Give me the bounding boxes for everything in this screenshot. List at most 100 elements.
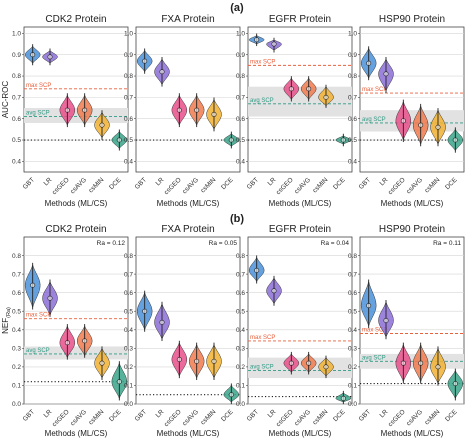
plot-area [23,236,129,405]
y-tick-label: 0.7 [124,95,133,102]
median-point-LR [383,71,389,77]
plot-area [247,236,353,405]
plot-area [359,26,465,173]
max-scp-label: max SCP [362,87,387,93]
x-tick-label: LR [43,176,54,187]
median-point-csAVG [194,107,200,113]
x-tick-label: DCE [108,176,123,191]
y-tick-label: 0.4 [124,159,133,166]
median-point-DCE [228,137,234,143]
max-scp-label: max SCP [250,335,275,341]
avg-scp-label: avg SCP [26,348,50,354]
y-tick-label: 0.7 [236,95,245,102]
y-tick-label: 0.5 [12,308,21,315]
y-tick-label: 0.7 [124,271,133,278]
chart-title: FXA Protein [161,224,214,235]
x-axis-label: Methods (ML/CS) [269,199,332,208]
x-tick-label: csMIN [87,176,105,194]
y-tick-label: 0.7 [12,271,21,278]
chart-panel-0: CDK2 Protein 0.4 0.5 0.6 0.7 0.8 0.9 1.0 max SCP… [1,14,129,208]
y-tick-label: 0.4 [348,327,357,334]
median-point-csAVG [194,358,200,364]
plot-area [135,236,241,405]
y-tick-label: 0.7 [348,95,357,102]
median-point-GBT [142,308,148,314]
chart-title: FXA Protein [161,14,214,25]
median-point-csAVG [418,122,424,128]
y-tick-label: 0.4 [236,327,245,334]
max-scp-label: max SCP [362,327,387,333]
x-tick-label: csMIN [311,176,329,194]
median-point-GBT [142,58,148,64]
y-tick-label: 0.4 [348,159,357,166]
plot-area [359,236,465,405]
chart-title: CDK2 Protein [45,14,106,25]
median-point-LR [159,319,165,325]
y-tick-label: 0.7 [348,271,357,278]
y-tick-label: 0.5 [124,137,133,144]
y-tick-label: 0.6 [124,290,133,297]
avg-scp-label: avg SCP [362,355,386,361]
chart-title: HSP90 Protein [379,224,445,235]
y-tick-label: 0.8 [348,73,357,80]
y-tick-label: 0.8 [236,253,245,260]
y-tick-label: 1.0 [236,31,245,38]
x-tick-label: LR [155,408,166,419]
x-tick-label: csAVG [181,408,200,427]
median-point-csGEO [176,356,182,362]
ra-annotation: Ra = 0.12 [97,240,126,247]
max-scp-label: max SCP [250,59,275,65]
chart-panel-4: CDK2 Protein 0.0 0.1 0.2 0.3 0.4 0.5 0.6 0.7 0.8 m… [1,224,129,438]
x-tick-label: csAVG [405,176,424,195]
y-tick-label: 0.7 [236,271,245,278]
y-tick-label: 0.2 [124,364,133,371]
chart-panel-2: EGFR Protein 0.4 0.5 0.6 0.7 0.8 0.9 1.0 max SCP… [236,14,353,208]
y-tick-label: 0.9 [348,52,357,59]
x-axis-label: Methods (ML/CS) [381,199,444,208]
ra-annotation: Ra = 0.04 [321,240,350,247]
x-tick-label: csAVG [181,176,200,195]
y-tick-label: 0.0 [12,401,21,408]
median-point-csMIN [323,94,329,100]
x-tick-label: DCE [332,176,347,191]
y-tick-label: 0.3 [236,346,245,353]
median-point-csAVG [306,86,312,92]
y-tick-label: 0.2 [236,364,245,371]
plot-area [23,26,129,173]
y-axis-label: AUC-ROC [1,81,10,119]
median-point-csGEO [288,360,294,366]
x-tick-label: csMIN [199,176,217,194]
ra-annotation: Ra = 0.05 [209,240,238,247]
y-tick-label: 0.9 [236,52,245,59]
ra-annotation: Ra = 0.11 [433,240,461,247]
y-tick-label: 0.7 [12,95,21,102]
median-point-csAVG [82,338,88,344]
y-tick-label: 0.3 [12,346,21,353]
chart-panel-3: HSP90 Protein 0.4 0.5 0.6 0.7 0.8 0.9 1.0 max SC… [348,14,465,208]
x-tick-label: DCE [220,176,235,191]
median-point-csGEO [400,360,406,366]
y-tick-label: 0.1 [12,383,21,390]
x-tick-label: DCE [444,176,459,191]
chart-panel-6: EGFR Protein 0.0 0.1 0.2 0.3 0.4 0.5 0.6 0.7 0.8 m… [236,224,353,438]
x-tick-label: csAVG [69,408,88,427]
x-tick-label: GBT [246,176,260,190]
y-tick-label: 0.0 [348,401,357,408]
y-tick-label: 0.8 [236,73,245,80]
median-point-csGEO [288,86,294,92]
y-tick-label: 0.8 [12,253,21,260]
median-point-DCE [452,137,458,143]
median-point-csMIN [211,358,217,364]
median-point-LR [159,69,165,75]
x-tick-label: csGEO [275,176,295,196]
median-point-csMIN [435,364,441,370]
median-point-GBT [366,303,372,309]
avg-scp-label: avg SCP [362,117,386,123]
x-axis-label: Methods (ML/CS) [381,429,444,438]
x-axis-label: Methods (ML/CS) [269,429,332,438]
median-point-GBT [30,282,36,288]
median-point-DCE [340,395,346,401]
y-tick-label: 0.9 [124,52,133,59]
x-tick-label: csMIN [311,408,329,426]
plot-area [135,26,241,173]
